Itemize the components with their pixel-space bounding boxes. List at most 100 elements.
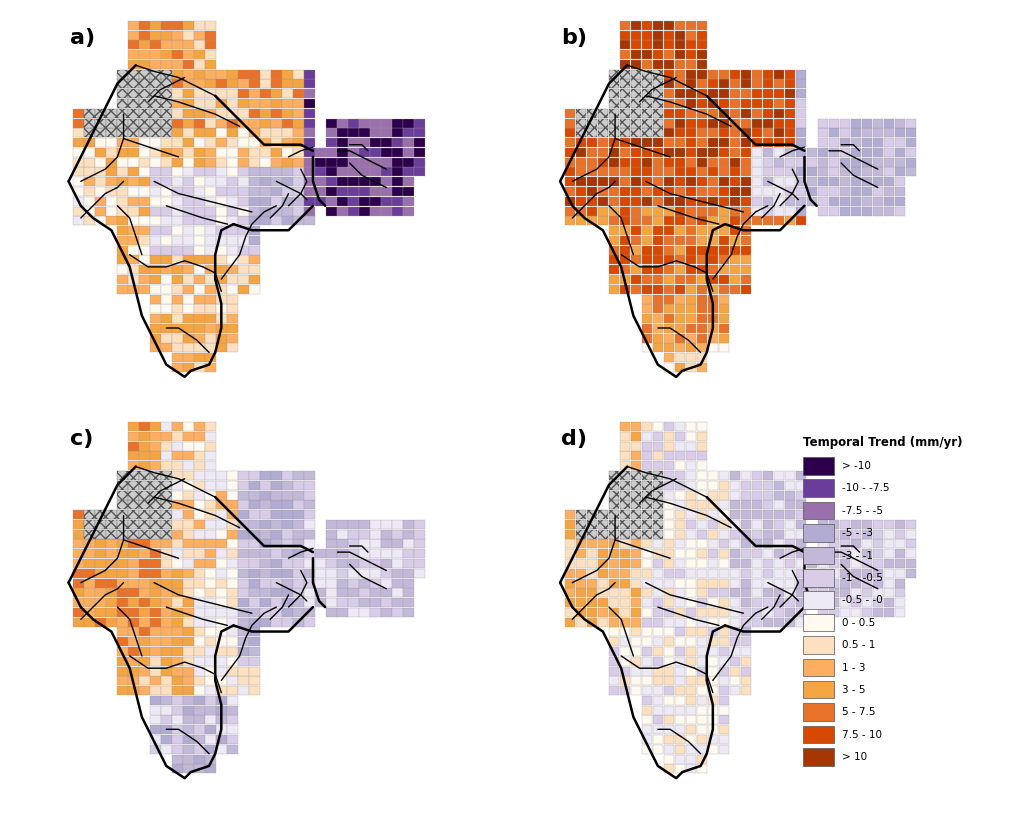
Bar [719, 500, 729, 509]
Bar [74, 608, 84, 617]
Bar [283, 530, 293, 539]
Bar [609, 70, 620, 79]
Bar [807, 148, 817, 157]
Bar [565, 138, 575, 147]
Bar [250, 598, 259, 607]
Bar [719, 637, 729, 646]
Bar [719, 657, 729, 666]
Bar [829, 158, 839, 167]
Bar [381, 598, 391, 607]
Bar [162, 206, 172, 215]
Bar [195, 305, 205, 314]
Bar [250, 657, 259, 666]
Bar [686, 696, 696, 705]
Bar [664, 598, 674, 607]
Bar [227, 216, 238, 225]
Bar [162, 744, 172, 753]
Bar [642, 99, 652, 108]
Bar [697, 40, 708, 49]
Bar [730, 138, 740, 147]
Bar [829, 520, 839, 529]
Bar [763, 510, 773, 519]
Bar [403, 187, 414, 196]
Bar [151, 109, 161, 118]
Bar [283, 618, 293, 627]
Bar [697, 109, 708, 118]
Bar [162, 735, 172, 744]
Bar [719, 627, 729, 636]
Bar [206, 530, 216, 539]
Bar [686, 764, 696, 773]
Bar [719, 70, 729, 79]
Bar [304, 197, 314, 206]
Bar [172, 119, 182, 128]
Bar [620, 30, 630, 39]
Bar [620, 530, 630, 539]
Bar [106, 608, 117, 617]
Bar [162, 500, 172, 509]
Bar [183, 343, 194, 352]
Bar [106, 559, 117, 568]
Bar [620, 618, 630, 627]
Bar [172, 451, 182, 460]
Bar [294, 206, 303, 215]
Bar [172, 471, 182, 480]
Bar [697, 265, 708, 274]
Bar [216, 295, 226, 304]
Bar [862, 588, 872, 597]
Bar [381, 148, 391, 157]
Bar [664, 50, 674, 59]
Bar [74, 540, 84, 549]
Bar [195, 432, 205, 441]
Bar [162, 422, 172, 431]
Bar [609, 265, 620, 274]
Bar [183, 40, 194, 49]
Bar [162, 432, 172, 441]
Bar [818, 138, 828, 147]
Bar [128, 530, 138, 539]
Bar [664, 206, 674, 215]
Bar [183, 559, 194, 568]
Bar [338, 598, 347, 607]
Bar [183, 491, 194, 500]
Text: -10 - -7.5: -10 - -7.5 [842, 483, 889, 493]
Bar [653, 706, 664, 715]
Bar [283, 216, 293, 225]
Bar [74, 588, 84, 597]
Bar [741, 481, 751, 490]
Bar [84, 148, 94, 157]
Bar [162, 461, 172, 470]
Bar [118, 256, 128, 265]
Bar [195, 706, 205, 715]
Bar [884, 598, 894, 607]
Bar [719, 568, 729, 577]
Bar [118, 119, 128, 128]
Bar [74, 119, 84, 128]
Bar [151, 461, 161, 470]
Bar [719, 177, 729, 186]
Bar [260, 481, 270, 490]
Bar [642, 216, 652, 225]
Bar [403, 167, 414, 176]
Bar [239, 216, 249, 225]
Bar [348, 578, 358, 587]
Bar [730, 520, 740, 529]
Bar [686, 500, 696, 509]
Bar [609, 686, 620, 695]
Bar [664, 735, 674, 744]
Bar [642, 461, 652, 470]
Bar [719, 197, 729, 206]
Bar [609, 256, 620, 265]
Bar [862, 187, 872, 196]
Bar [609, 598, 620, 607]
Bar [95, 559, 105, 568]
Bar [884, 187, 894, 196]
Bar [195, 530, 205, 539]
Bar [631, 148, 641, 157]
Bar [895, 158, 905, 167]
Bar [74, 197, 84, 206]
Bar [642, 187, 652, 196]
Bar [139, 510, 150, 519]
Bar [664, 441, 674, 450]
Bar [118, 667, 128, 676]
